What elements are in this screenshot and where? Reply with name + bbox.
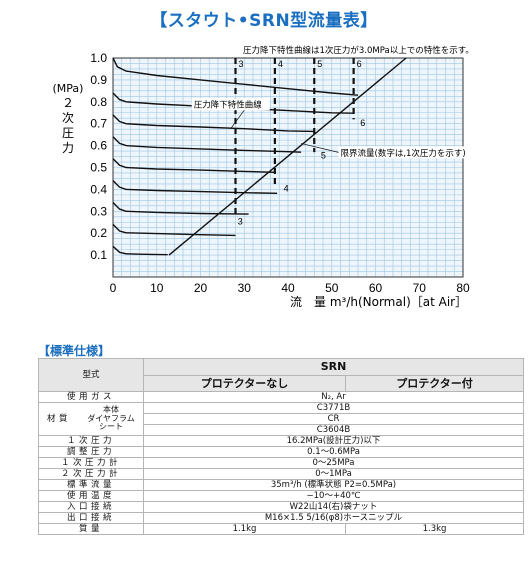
x-tick-label: 20: [194, 281, 208, 295]
intersection-label: 4: [284, 184, 289, 194]
model-label: 型式: [38, 358, 144, 392]
gas-label: 使用ガス: [38, 391, 144, 403]
col-with-protector: プロテクター付: [345, 375, 524, 392]
intersection-label: 5: [321, 151, 326, 161]
critical-label: 限界流量(数字は,1次圧力を示す): [341, 148, 466, 159]
mass-without-protector: 1.1kg: [143, 523, 346, 535]
inlet-connection-value: W22山14(右)袋ナット: [143, 501, 524, 513]
y-axis-label-char: 次: [62, 111, 74, 125]
x-tick-label: 10: [150, 281, 164, 295]
spec-table: 型式 SRN プロテクターなし プロテクター付 使用ガス N₂, Ar 材質 本…: [38, 358, 524, 535]
dashed-line-label: 5: [317, 59, 322, 69]
page-title: 【スタウト•SRN型流量表】: [150, 11, 378, 31]
mass-with-protector: 1.3kg: [345, 523, 524, 535]
critical-label-leader: [301, 143, 339, 153]
temperature-label: 使用温度: [38, 490, 144, 502]
dashed-line-label: 3: [239, 59, 244, 69]
outlet-gauge-value: 0〜1MPa: [143, 468, 524, 480]
curve-label: 圧力降下特性曲線: [194, 100, 263, 111]
y-tick-label: 0.1: [90, 248, 107, 262]
x-tick-label: 30: [238, 281, 252, 295]
top-note: 圧力降下特性曲線は1次圧力が3.0MPa以上での特性を示す。: [243, 45, 474, 56]
curve-label-leader: [230, 109, 245, 129]
material-cell: 材質 本体 ダイヤフラム シート: [38, 402, 144, 436]
y-tick-label: 0.9: [90, 73, 107, 87]
curve-label-box: [191, 98, 270, 111]
y-axis-label-char: 力: [62, 141, 74, 155]
x-tick-label: 0: [110, 281, 117, 295]
gas-value: N₂, Ar: [143, 391, 524, 403]
pressure-curve: [112, 114, 315, 133]
temperature-value: −10〜+40℃: [143, 490, 524, 502]
outlet-connection-value: M16×1.5 5/16(φ8)ホースニップル: [143, 512, 524, 524]
body-value: C3771B: [143, 402, 524, 414]
x-tick-label: 40: [281, 281, 295, 295]
seat-label: シート: [99, 422, 123, 432]
pressure-curve: [112, 158, 275, 173]
intersection-label: 3: [238, 216, 243, 226]
outlet-gauge-label: ２次圧力計: [38, 468, 144, 480]
y-tick-label: 1.0: [90, 51, 107, 65]
inlet-gauge-label: １次圧力計: [38, 457, 144, 469]
dashed-line-label: 4: [278, 59, 283, 69]
material-label: 材質: [46, 413, 71, 424]
y-tick-label: 0.4: [90, 182, 107, 196]
standard-flow-label: 標準流量: [38, 479, 144, 491]
inlet-connection-label: 入口接続: [38, 501, 144, 513]
critical-label-box: [338, 146, 469, 159]
y-axis-unit: (MPa): [53, 82, 84, 95]
diaphragm-label: ダイヤフラム: [87, 413, 135, 423]
spec-heading: 【標準仕様】: [38, 344, 111, 358]
adjust-pressure-value: 0.1〜0.6MPa: [143, 446, 524, 458]
plot-frame: [112, 57, 464, 278]
adjust-pressure-label: 調整圧力: [38, 446, 144, 458]
seat-value: C3604B: [143, 424, 524, 436]
y-tick-label: 0.6: [90, 139, 107, 153]
inlet-gauge-value: 0〜25MPa: [143, 457, 524, 469]
standard-flow-value: 35m³/h (標準状態 P2=0.5MPa): [143, 479, 524, 491]
dashed-line-label: 6: [357, 59, 362, 69]
pressure-curve: [112, 245, 168, 256]
y-tick-label: 0.5: [90, 161, 107, 175]
chart-grid: [112, 57, 464, 278]
pressure-curve: [112, 57, 359, 96]
x-axis-label: 流 量 m³/h(Normal)［at Air］: [290, 295, 467, 309]
y-tick-label: 0.3: [90, 204, 107, 218]
y-tick-label: 0.2: [90, 226, 107, 240]
pressure-curve: [112, 223, 236, 237]
flow-chart: 0 10 20 30 40 50 60 70 80 0.1 0.2 0.3 0.4 0.5 0.6 0.7 0.…: [53, 45, 474, 309]
pressure-curve: [112, 136, 302, 153]
intersection-label: 6: [360, 118, 365, 128]
outlet-connection-label: 出口接続: [38, 512, 144, 524]
diaphragm-value: CR: [143, 413, 524, 425]
inlet-pressure-value: 16.2MPa(設計圧力)以下: [143, 435, 524, 447]
chart-series: [112, 57, 407, 256]
col-without-protector: プロテクターなし: [143, 375, 346, 392]
x-tick-label: 70: [413, 281, 427, 295]
y-axis-label-char: 圧: [62, 126, 74, 140]
y-tick-label: 0.7: [90, 117, 107, 131]
y-tick-label: 0.8: [90, 95, 107, 109]
model-name: SRN: [143, 358, 524, 376]
body-label: 本体: [103, 405, 119, 415]
inlet-pressure-label: １次圧力: [38, 435, 144, 447]
y-axis-label-char: ２: [62, 96, 74, 110]
chart-axes: 0 10 20 30 40 50 60 70 80 0.1 0.2 0.3 0.4 0.5 0.6 0.7 0.…: [53, 51, 470, 309]
chart-marks: [234, 58, 355, 218]
chart-labels: 3 4 5 6 3 4 5 6 圧力降下特性曲線は1次圧力が3.0MPa以上での特性を示す。圧力…: [191, 45, 474, 226]
x-tick-label: 50: [325, 281, 339, 295]
mass-label: 質量: [38, 523, 144, 535]
x-tick-label: 80: [456, 281, 470, 295]
critical-flow-line: [168, 57, 407, 256]
x-tick-label: 60: [369, 281, 383, 295]
